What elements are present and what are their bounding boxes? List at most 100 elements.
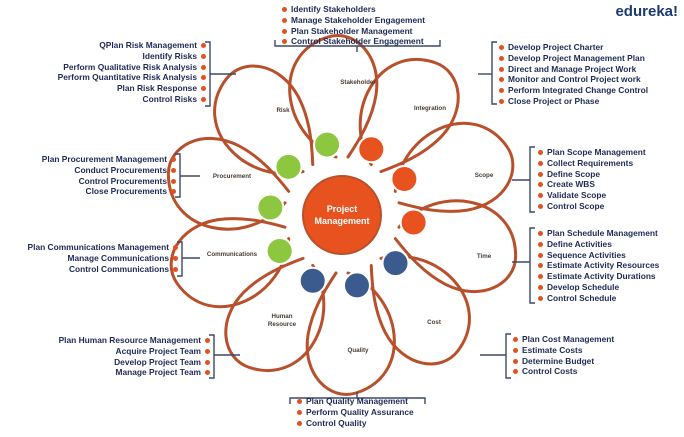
scope-petal-outline bbox=[393, 121, 515, 213]
scope-process-item: Plan Scope Management bbox=[538, 147, 646, 158]
connector-dot bbox=[256, 193, 285, 222]
time-process-item: Control Schedule bbox=[538, 293, 659, 304]
scope-bracket bbox=[529, 146, 535, 213]
quality-process-list: Plan Quality Management Perform Quality A… bbox=[297, 396, 414, 428]
communications-process-item: Plan Communications Management bbox=[28, 242, 179, 253]
cost-petal bbox=[369, 254, 471, 366]
risk-process-item: Control Risks bbox=[58, 94, 207, 105]
cost-label: Cost bbox=[427, 319, 441, 326]
human-resource-process-list: Plan Human Resource Management Acquire Pr… bbox=[59, 335, 211, 378]
stakeholder-petal bbox=[288, 34, 379, 159]
human-resource-bracket bbox=[209, 334, 215, 379]
human-resource-label: Human bbox=[272, 313, 293, 320]
scope-process-item: Control Scope bbox=[538, 201, 646, 212]
time-process-item: Plan Schedule Management bbox=[538, 228, 659, 239]
time-process-item: Define Activities bbox=[538, 239, 659, 250]
quality-petal bbox=[305, 271, 396, 396]
time-bracket bbox=[529, 227, 535, 304]
integration-bracket bbox=[491, 41, 497, 105]
quality-label: Quality bbox=[348, 347, 370, 354]
connector-dot bbox=[381, 249, 410, 278]
center-circle bbox=[302, 175, 382, 255]
risk-process-item: Plan Risk Response bbox=[58, 83, 207, 94]
time-petal bbox=[393, 199, 518, 294]
communications-process-item: Manage Communications bbox=[28, 253, 179, 264]
center-title-line2: Management bbox=[314, 216, 369, 226]
time-process-list: Plan Schedule Management Define Activitie… bbox=[538, 228, 659, 304]
human-resource-process-item: Manage Project Team bbox=[59, 367, 211, 378]
human-resource-label: Resource bbox=[268, 321, 297, 328]
communications-process-list: Plan Communications Management Manage Com… bbox=[28, 242, 179, 275]
risk-process-list: QPlan Risk Management Identify Risks Perfo… bbox=[58, 40, 207, 105]
procurement-label: Procurement bbox=[213, 173, 251, 180]
integration-process-list: Develop Project Charter Develop Project M… bbox=[499, 42, 648, 107]
risk-petal bbox=[213, 64, 315, 176]
time-process-item: Estimate Activity Durations bbox=[538, 271, 659, 282]
integration-process-item: Develop Project Management Plan bbox=[499, 53, 648, 64]
stakeholder-process-item: Identify Stakeholders bbox=[282, 4, 425, 15]
cost-bracket bbox=[505, 333, 511, 379]
scope-process-item: Collect Requirements bbox=[538, 158, 646, 169]
connector-dot bbox=[390, 165, 419, 193]
time-process-item: Estimate Activity Resources bbox=[538, 260, 659, 271]
procurement-process-item: Close Procurements bbox=[42, 186, 177, 197]
communications-bracket bbox=[177, 241, 183, 277]
integration-process-item: Monitor and Control Project work bbox=[499, 74, 648, 85]
stakeholder-process-item: Plan Stakeholder Management bbox=[282, 26, 425, 37]
human-resource-process-item: Plan Human Resource Management bbox=[59, 335, 211, 346]
connector-dot bbox=[265, 237, 294, 265]
stakeholder-process-item: Control Stakeholder Engagement bbox=[282, 36, 425, 47]
risk-process-item: QPlan Risk Management bbox=[58, 40, 207, 51]
scope-petal bbox=[393, 121, 515, 213]
quality-process-item: Control Quality bbox=[297, 418, 414, 429]
human-resource-process-item: Acquire Project Team bbox=[59, 346, 211, 357]
integration-process-item: Direct and Manage Project Work bbox=[499, 64, 648, 75]
procurement-process-item: Control Procurements bbox=[42, 176, 177, 187]
procurement-petal bbox=[166, 136, 291, 231]
cost-process-list: Plan Cost Management Estimate Costs Determ… bbox=[513, 334, 614, 377]
cost-process-item: Control Costs bbox=[513, 366, 614, 377]
connector-dot bbox=[298, 266, 327, 295]
quality-process-item: Plan Quality Management bbox=[297, 396, 414, 407]
scope-process-item: Create WBS bbox=[538, 179, 646, 190]
risk-label: Risk bbox=[276, 107, 290, 114]
center-title-line1: Project bbox=[327, 204, 358, 214]
stakeholder-process-list: Identify Stakeholders Manage Stakeholder … bbox=[282, 4, 425, 47]
risk-petal-outline bbox=[213, 64, 315, 176]
integration-process-item: Perform Integrated Change Control bbox=[499, 85, 648, 96]
scope-process-item: Validate Scope bbox=[538, 190, 646, 201]
stakeholder-label: Stakeholder bbox=[340, 79, 376, 86]
human-resource-process-item: Develop Project Team bbox=[59, 357, 211, 368]
procurement-petal-outline bbox=[166, 136, 291, 231]
time-label: Time bbox=[477, 253, 492, 260]
cost-petal-outline bbox=[369, 254, 471, 366]
time-process-item: Develop Schedule bbox=[538, 282, 659, 293]
communications-label: Communications bbox=[207, 251, 258, 258]
cost-process-item: Determine Budget bbox=[513, 356, 614, 367]
cost-process-item: Estimate Costs bbox=[513, 345, 614, 356]
connector-dot bbox=[342, 271, 371, 300]
edureka-logo: edureka! bbox=[615, 3, 678, 20]
connector-dot bbox=[274, 152, 303, 181]
risk-process-item: Identify Risks bbox=[58, 51, 207, 62]
connector-dot bbox=[313, 130, 342, 159]
connector-dot bbox=[357, 135, 386, 164]
time-petal-outline bbox=[393, 199, 518, 294]
integration-petal bbox=[358, 58, 460, 174]
procurement-process-item: Plan Procurement Management bbox=[42, 154, 177, 165]
integration-petal-outline bbox=[358, 58, 460, 174]
connector-dot bbox=[399, 208, 428, 237]
scope-label: Scope bbox=[475, 172, 494, 179]
stakeholder-petal-outline bbox=[288, 34, 379, 159]
integration-process-item: Close Project or Phase bbox=[499, 96, 648, 107]
scope-process-item: Define Scope bbox=[538, 169, 646, 180]
integration-process-item: Develop Project Charter bbox=[499, 42, 648, 53]
communications-petal bbox=[169, 217, 291, 309]
integration-label: Integration bbox=[414, 105, 446, 112]
human-resource-petal bbox=[224, 256, 326, 372]
communications-process-item: Control Communications bbox=[28, 264, 179, 275]
procurement-process-item: Conduct Procurements bbox=[42, 165, 177, 176]
quality-process-item: Perform Quality Assurance bbox=[297, 407, 414, 418]
